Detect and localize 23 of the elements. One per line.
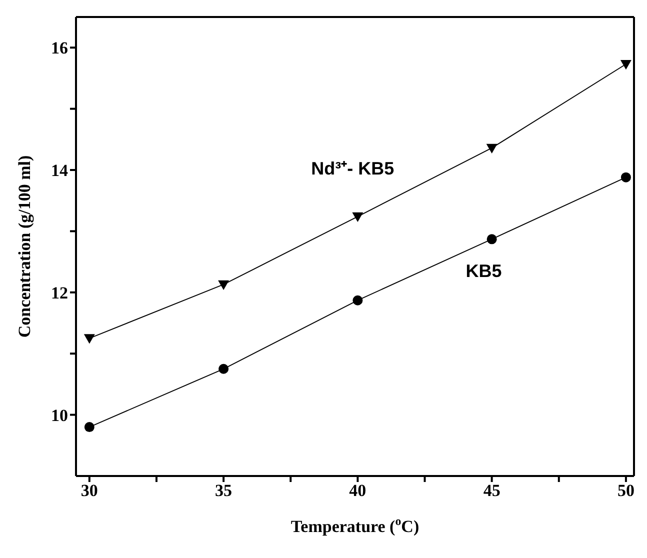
x-tick-label: 40 <box>349 481 366 500</box>
series-label: KB5 <box>466 261 502 282</box>
x-tick-label: 45 <box>483 481 500 500</box>
point <box>352 295 363 306</box>
point <box>218 280 230 290</box>
point <box>218 364 229 374</box>
x-axis-title: Temperature ($^{o}$C) <box>290 514 420 536</box>
x-tick-label: 35 <box>215 481 232 500</box>
point <box>486 144 498 154</box>
y-tick-label: 16 <box>51 38 68 58</box>
point <box>352 212 364 222</box>
y-tick-label: 10 <box>51 406 68 425</box>
x-tick-label: 30 <box>80 481 98 500</box>
y-tick-label: 12 <box>51 283 68 302</box>
y-axis-title: Concentration (g/100 ml) <box>15 155 34 338</box>
point <box>84 334 95 344</box>
y-tick-label: 14 <box>51 161 68 180</box>
point <box>486 234 497 244</box>
x-tick-label: 50 <box>617 481 634 500</box>
point <box>620 60 632 70</box>
point <box>84 422 94 432</box>
point <box>620 172 631 182</box>
series-label: Nd³⁺- KB5 <box>311 158 394 179</box>
